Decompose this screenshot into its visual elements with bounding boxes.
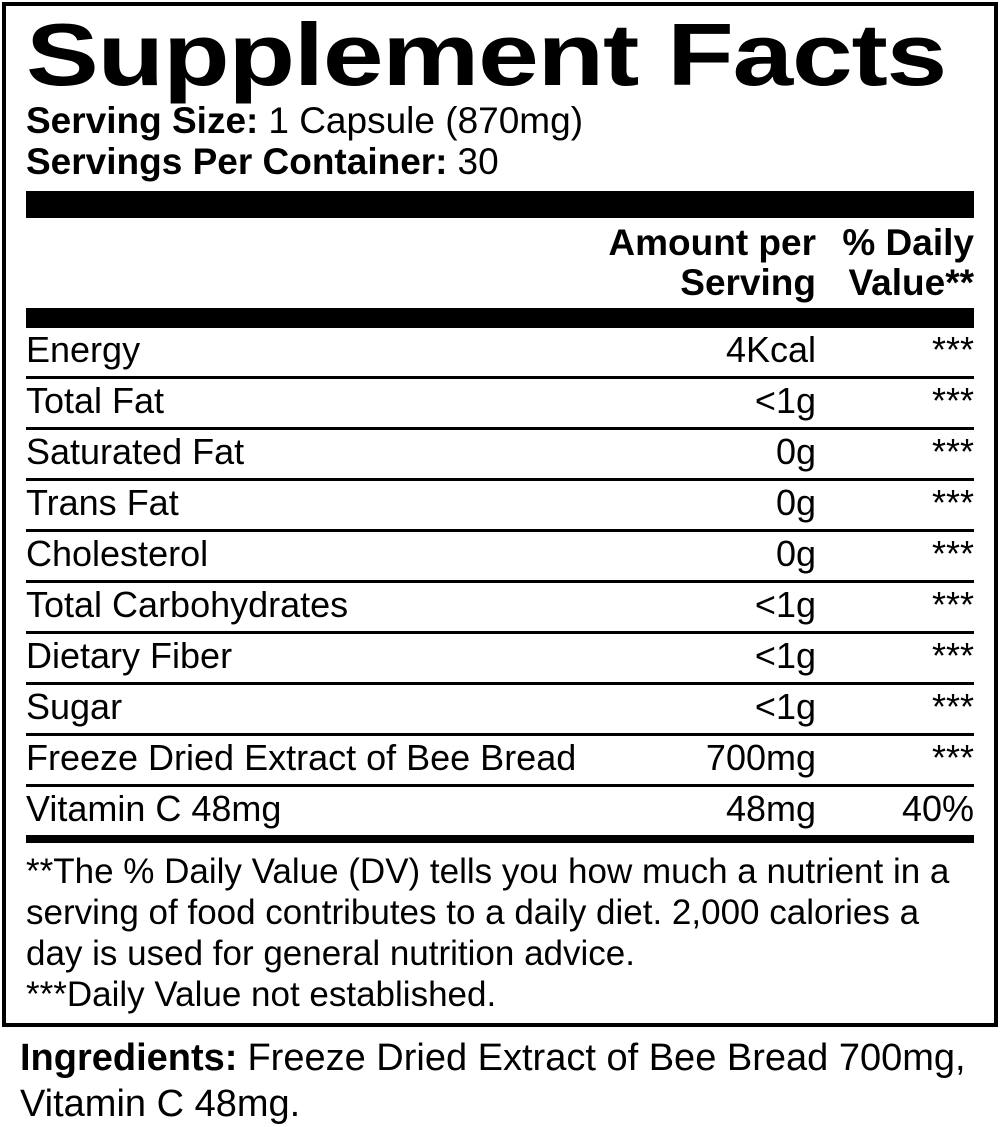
footnotes: **The % Daily Value (DV) tells you how m… bbox=[26, 851, 974, 1015]
header-amount-line2: Serving bbox=[680, 262, 816, 303]
row-name: Freeze Dried Extract of Bee Bread bbox=[26, 737, 577, 778]
header-dv-line2: Value** bbox=[848, 262, 974, 303]
panel-title: Supplement Facts bbox=[26, 5, 947, 104]
row-amount: <1g bbox=[754, 380, 816, 421]
row-name: Vitamin C 48mg bbox=[26, 788, 282, 829]
header-dv-column: % Daily Value** bbox=[816, 223, 974, 303]
facts-panel: Supplement Facts Serving Size: 1 Capsule … bbox=[2, 2, 998, 1027]
servings-per-container-label: Servings Per Container: bbox=[26, 141, 448, 182]
header-nutrient-column bbox=[26, 223, 586, 303]
table-row: Freeze Dried Extract of Bee Bread 700mg **… bbox=[26, 733, 974, 784]
row-amount: <1g bbox=[754, 635, 816, 676]
table-row: Energy 4Kcal *** bbox=[26, 328, 974, 376]
table-row: Total Carbohydrates <1g *** bbox=[26, 580, 974, 631]
ingredients-label: Ingredients: bbox=[20, 1037, 238, 1079]
nutrient-table: Energy 4Kcal *** Total Fat <1g *** Saturated F… bbox=[26, 328, 974, 835]
row-amount: 0g bbox=[775, 431, 816, 472]
row-name: Sugar bbox=[26, 686, 123, 727]
row-name: Total Fat bbox=[26, 380, 165, 421]
table-row: Cholesterol 0g *** bbox=[26, 529, 974, 580]
header-dv-line1: % Daily bbox=[842, 222, 974, 263]
footnote-daily-value: **The % Daily Value (DV) tells you how m… bbox=[26, 852, 950, 973]
separator-bar-top bbox=[26, 191, 974, 218]
servings-per-container-line: Servings Per Container: 30 bbox=[26, 141, 974, 182]
separator-bar-header bbox=[26, 308, 974, 328]
row-dv: *** bbox=[931, 380, 974, 421]
table-row: Saturated Fat 0g *** bbox=[26, 427, 974, 478]
row-name: Trans Fat bbox=[26, 482, 179, 523]
row-name: Dietary Fiber bbox=[26, 635, 233, 676]
servings-per-container-value: 30 bbox=[457, 141, 499, 182]
row-amount: <1g bbox=[754, 686, 816, 727]
row-name: Cholesterol bbox=[26, 533, 209, 574]
row-name: Energy bbox=[26, 329, 141, 370]
row-dv: *** bbox=[931, 584, 974, 625]
row-amount: 0g bbox=[775, 533, 816, 574]
table-row: Vitamin C 48mg 48mg 40% bbox=[26, 784, 974, 835]
row-amount: 0g bbox=[775, 482, 816, 523]
serving-size-line: Serving Size: 1 Capsule (870mg) bbox=[26, 100, 974, 141]
row-amount: 48mg bbox=[725, 788, 816, 829]
row-dv: *** bbox=[931, 737, 974, 778]
separator-bar-bottom bbox=[26, 835, 974, 843]
row-amount: <1g bbox=[754, 584, 816, 625]
row-dv: *** bbox=[931, 329, 974, 370]
table-row: Total Fat <1g *** bbox=[26, 376, 974, 427]
table-row: Dietary Fiber <1g *** bbox=[26, 631, 974, 682]
row-amount: 4Kcal bbox=[725, 329, 816, 370]
row-name: Saturated Fat bbox=[26, 431, 245, 472]
header-amount-line1: Amount per bbox=[608, 222, 816, 263]
footnote-not-established: ***Daily Value not established. bbox=[26, 975, 497, 1014]
table-row: Sugar <1g *** bbox=[26, 682, 974, 733]
table-row: Trans Fat 0g *** bbox=[26, 478, 974, 529]
row-dv: *** bbox=[931, 533, 974, 574]
header-amount-column: Amount per Serving bbox=[586, 223, 816, 303]
ingredients-section: Ingredients: Freeze Dried Extract of Bee … bbox=[0, 1027, 1000, 1127]
row-dv: *** bbox=[931, 635, 974, 676]
row-name: Total Carbohydrates bbox=[26, 584, 349, 625]
row-dv: *** bbox=[931, 686, 974, 727]
row-dv: *** bbox=[931, 482, 974, 523]
row-amount: 700mg bbox=[705, 737, 816, 778]
row-dv: 40% bbox=[901, 788, 974, 829]
serving-size-label: Serving Size: bbox=[26, 100, 259, 141]
serving-size-value: 1 Capsule (870mg) bbox=[268, 100, 584, 141]
row-dv: *** bbox=[931, 431, 974, 472]
table-header: Amount per Serving % Daily Value** bbox=[26, 218, 974, 308]
